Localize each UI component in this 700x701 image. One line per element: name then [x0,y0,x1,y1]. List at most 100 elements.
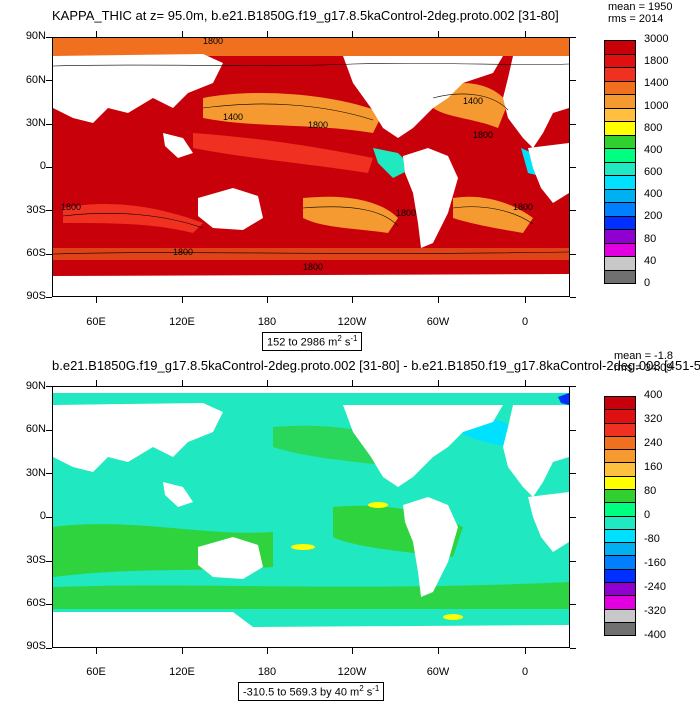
contour-label: 1800 [303,262,323,272]
axis-tick [570,37,576,38]
axis-tick [46,37,52,38]
colorbar-label: -240 [644,581,667,593]
lon-label: 120E [169,316,195,328]
panel2-map [52,386,570,648]
panel1-range-label: 152 to 2986 m2 s-1 [262,332,363,351]
panel1-range-text: 152 to 2986 m [267,336,338,349]
lon-label: 60W [426,666,450,678]
colorbar-swatch [605,596,635,610]
colorbar-swatch [605,135,635,149]
lon-label: 120W [337,316,367,328]
lon-label: 0 [521,316,529,328]
colorbar-label: 40 [644,254,657,267]
panel1-title: KAPPA_THIC at z= 95.0m, b.e21.B1850G.f19… [52,8,559,23]
colorbar-label: 400 [644,389,663,401]
axis-tick [570,123,576,125]
axis-tick [352,31,353,37]
colorbar-swatch [605,543,635,557]
colorbar-swatch [605,476,635,490]
panel1-range-sup2: -1 [350,334,358,343]
panel2-stats-rms: rms = 34.09 [614,362,673,374]
panel2-stats-mean: mean = -1.8 [614,350,674,362]
contour-label: 1800 [473,130,493,140]
colorbar-swatch [605,108,635,122]
colorbar-label: 3000 [644,33,669,45]
axis-tick [525,380,526,386]
lat-label: 60N [25,74,46,86]
colorbar-swatch [605,176,635,190]
colorbar-swatch [605,95,635,109]
lon-label: 180 [257,666,277,678]
axis-tick [46,473,52,475]
axis-tick [570,80,576,82]
colorbar-label: 80 [644,232,657,245]
colorbar-swatch [605,463,635,477]
colorbar-swatch [605,257,635,271]
lon-label: 120E [169,666,195,678]
panel2-range-label: -310.5 to 569.3 by 40 m2 s-1 [238,682,385,701]
colorbar-label: 1800 [644,55,669,68]
panel2-range-sup: 2 [359,684,364,693]
axis-tick [182,648,183,654]
axis-tick [267,31,268,37]
lat-label: 60N [25,423,46,435]
colorbar-swatch [605,489,635,504]
panel1-map-field: 1800 1400 1800 1400 1800 1800 1800 1800 … [53,38,569,296]
lon-label: 60E [86,666,106,678]
lon-label: 180 [257,316,277,328]
axis-tick [570,386,576,387]
axis-tick [570,560,576,562]
colorbar-swatch [605,122,635,136]
axis-tick [570,473,576,475]
axis-tick [182,31,183,37]
axis-tick [525,31,526,37]
axis-tick [570,167,576,168]
panel1-stats-mean: mean = 1950 [608,1,673,13]
colorbar-swatch [605,582,635,597]
lat-label: 30S [26,554,46,566]
axis-tick [46,560,52,562]
axis-tick [267,380,268,386]
colorbar-label: 400 [644,143,663,156]
lon-label: 0 [521,666,529,678]
colorbar-label: 600 [644,166,663,179]
panel1-range-sup: 2 [337,334,342,343]
lat-label: 0 [39,510,46,522]
colorbar-swatch [605,622,635,636]
axis-tick [96,648,97,654]
axis-tick [570,210,576,212]
colorbar-label: 400 [644,188,663,201]
lon-label: 60W [426,316,450,328]
axis-tick [570,604,576,606]
lat-label: 90N [25,30,46,42]
panel1-colorbar [604,40,636,284]
axis-tick [438,648,439,654]
colorbar-swatch [605,609,635,623]
colorbar-label: 1000 [644,99,669,112]
axis-tick [46,648,52,649]
contour-label: 1800 [173,247,193,257]
colorbar-label: 800 [644,121,663,134]
contour-label: 1400 [463,96,483,106]
colorbar-swatch [605,54,635,68]
lat-label: 90N [25,380,46,392]
contour-label: 1800 [308,120,328,130]
colorbar-label: 0 [644,509,651,521]
axis-tick [46,80,52,82]
colorbar-swatch [605,230,635,244]
colorbar-swatch [605,397,635,411]
colorbar-label: -320 [644,605,667,617]
axis-tick [525,297,526,303]
lat-label: 90S [26,640,46,652]
lat-label: 90S [26,290,46,302]
axis-tick [46,429,52,431]
colorbar-swatch [605,243,635,257]
contour-label: 1400 [223,112,243,122]
colorbar-swatch [605,450,635,464]
colorbar-swatch [605,410,635,424]
colorbar-swatch [605,41,635,55]
lon-label: 120W [337,666,367,678]
colorbar-swatch [605,149,635,163]
panel2-range-text: -310.5 to 569.3 by 40 m [243,686,360,699]
axis-tick [46,167,52,168]
